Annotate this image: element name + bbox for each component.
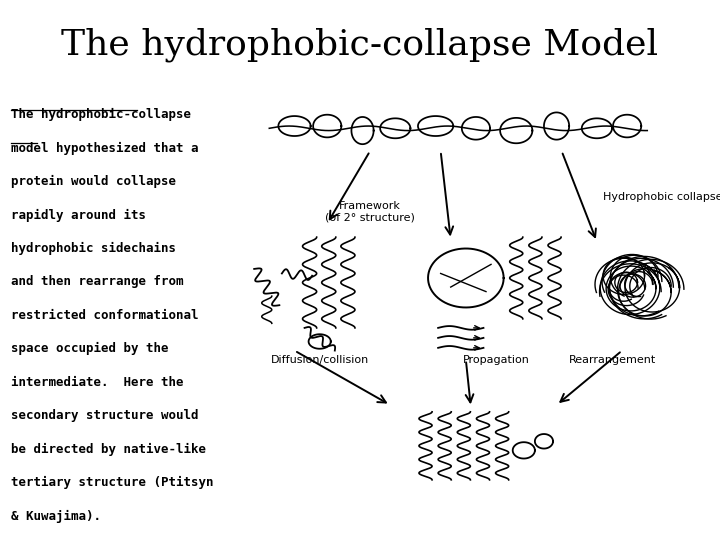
Text: Diffusion/collision: Diffusion/collision bbox=[271, 355, 369, 365]
Text: Rearrangement: Rearrangement bbox=[568, 355, 656, 365]
Text: Propagation: Propagation bbox=[463, 355, 529, 365]
Text: model hypothesized that a: model hypothesized that a bbox=[11, 141, 198, 154]
Text: tertiary structure (Ptitsyn: tertiary structure (Ptitsyn bbox=[11, 476, 213, 489]
Text: secondary structure would: secondary structure would bbox=[11, 409, 198, 422]
Text: The hydrophobic-collapse Model: The hydrophobic-collapse Model bbox=[61, 27, 659, 62]
Text: space occupied by the: space occupied by the bbox=[11, 342, 168, 355]
Text: be directed by native-like: be directed by native-like bbox=[11, 443, 206, 456]
Text: The hydrophobic-collapse: The hydrophobic-collapse bbox=[11, 108, 191, 121]
Text: protein would collapse: protein would collapse bbox=[11, 175, 176, 188]
Text: Framework
(of 2° structure): Framework (of 2° structure) bbox=[325, 201, 415, 222]
Text: restricted conformational: restricted conformational bbox=[11, 309, 198, 322]
Text: hydrophobic sidechains: hydrophobic sidechains bbox=[11, 242, 176, 255]
Text: and then rearrange from: and then rearrange from bbox=[11, 275, 184, 288]
Text: & Kuwajima).: & Kuwajima). bbox=[11, 510, 101, 523]
Text: intermediate.  Here the: intermediate. Here the bbox=[11, 376, 184, 389]
Text: Hydrophobic collapse: Hydrophobic collapse bbox=[603, 192, 720, 202]
Text: rapidly around its: rapidly around its bbox=[11, 208, 145, 221]
